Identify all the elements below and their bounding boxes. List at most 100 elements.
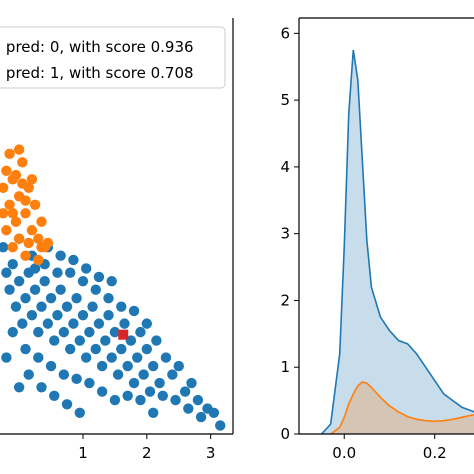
scatter-point-series-0 [148, 407, 159, 418]
scatter-point-series-0 [45, 360, 57, 372]
scatter-point-series-0 [112, 369, 124, 380]
scatter-point-series-0 [119, 318, 130, 329]
scatter-point-series-1 [1, 225, 12, 236]
scatter-point-series-1 [4, 199, 15, 210]
scatter-points [0, 144, 226, 431]
scatter-point-series-0 [36, 301, 47, 312]
scatter-point-series-1 [0, 208, 9, 219]
scatter-point-series-0 [55, 250, 66, 261]
scatter-point-series-0 [65, 343, 76, 355]
scatter-point-series-1 [10, 169, 22, 181]
scatter-point-series-0 [45, 292, 57, 304]
scatter-point-series-0 [20, 343, 31, 355]
density-fill-series-0 [321, 50, 474, 434]
scatter-point-series-1 [13, 233, 25, 244]
scatter-point-series-0 [0, 242, 9, 253]
scatter-point-series-1 [20, 250, 31, 261]
scatter-point-series-0 [7, 259, 18, 270]
scatter-point-series-0 [29, 263, 41, 274]
scatter-point-series-0 [1, 267, 12, 278]
legend-entry-0: l pred: 0, with score 0.936 [0, 38, 194, 56]
density-y-tick-label: 0 [280, 425, 290, 443]
scatter-point-series-0 [20, 292, 31, 304]
scatter-point-series-1 [20, 208, 31, 219]
scatter-point-series-0 [68, 318, 79, 329]
scatter-point-series-0 [116, 301, 127, 312]
scatter-point-series-0 [179, 386, 191, 397]
scatter-point-series-0 [109, 394, 121, 406]
scatter-point-series-0 [167, 369, 178, 380]
scatter-point-series-1 [13, 144, 25, 155]
scatter-point-series-0 [77, 275, 89, 287]
scatter-point-series-1 [7, 208, 18, 219]
scatter-point-series-0 [58, 369, 70, 380]
scatter-point-series-0 [135, 394, 146, 406]
density-y-tick-label: 2 [280, 291, 290, 309]
scatter-point-series-0 [17, 318, 28, 329]
scatter-x-tick-label: 2 [142, 444, 152, 462]
scatter-legend: l pred: 0, with score 0.936 l pred: 1, w… [0, 26, 226, 89]
scatter-point-series-1 [26, 225, 38, 236]
scatter-point-series-0 [52, 309, 63, 321]
density-y-tick-label: 4 [280, 158, 290, 176]
scatter-point-series-0 [84, 377, 95, 389]
scatter-point-series-1 [10, 216, 22, 227]
scatter-point-series-1 [33, 254, 44, 266]
scatter-point-series-0 [192, 394, 204, 406]
density-x-tick-label: 0.0 [332, 444, 356, 462]
scatter-point-series-0 [144, 386, 156, 397]
scatter-point-series-1 [36, 242, 47, 253]
scatter-point-series-0 [141, 318, 153, 329]
scatter-point-series-0 [215, 420, 226, 431]
scatter-point-series-0 [208, 407, 220, 418]
density-line-series-0 [321, 49, 474, 435]
scatter-point-series-0 [71, 373, 82, 385]
scatter-point-series-0 [128, 305, 140, 317]
scatter-point-series-0 [148, 360, 159, 372]
scatter-point-series-0 [33, 326, 44, 338]
scatter-point-series-0 [96, 360, 108, 372]
scatter-point-series-0 [109, 326, 121, 338]
scatter-point-series-0 [61, 301, 73, 312]
scatter-point-series-0 [90, 284, 101, 295]
scatter-point-series-0 [116, 343, 127, 355]
scatter-point-series-0 [10, 301, 22, 312]
scatter-query-point [118, 329, 129, 340]
scatter-point-series-0 [173, 360, 184, 372]
scatter-point-series-1 [20, 195, 31, 206]
density-line-series-1 [330, 381, 474, 435]
scatter-point-series-0 [84, 326, 95, 338]
scatter-point-series-0 [26, 309, 38, 321]
scatter-point-series-1 [17, 178, 28, 189]
scatter-point-series-0 [93, 271, 105, 283]
scatter-point-series-0 [13, 382, 25, 393]
scatter-point-series-0 [33, 352, 44, 363]
scatter-point-series-0 [55, 284, 66, 295]
scatter-point-series-0 [135, 326, 146, 338]
scatter-point-series-0 [138, 369, 149, 380]
scatter-point-series-0 [65, 267, 76, 278]
density-y-tick-label: 1 [280, 358, 290, 376]
scatter-x-tick-label: 1 [78, 444, 88, 462]
scatter-point-series-1 [33, 233, 44, 244]
scatter-point-series-0 [23, 369, 34, 380]
scatter-point-series-0 [80, 352, 92, 363]
scatter-point-series-0 [151, 335, 162, 346]
scatter-point-series-1 [26, 174, 38, 185]
scatter-x-tick-label: 3 [206, 444, 216, 462]
scatter-point-series-0 [122, 390, 133, 401]
scatter-point-series-0 [170, 394, 181, 406]
density-fill-series-1 [330, 381, 474, 434]
density-y-ticks: 0 1 2 3 4 5 6 [280, 24, 299, 443]
scatter-point-series-0 [58, 326, 70, 338]
scatter-point-series-1 [29, 199, 41, 210]
scatter-point-series-1 [36, 216, 47, 227]
scatter-point-series-0 [186, 377, 197, 389]
scatter-point-series-0 [29, 284, 41, 295]
scatter-point-series-0 [49, 335, 60, 346]
scatter-point-series-0 [132, 352, 143, 363]
density-x-ticks: 0.0 0.2 [332, 434, 447, 462]
scatter-point-series-0 [128, 377, 140, 389]
scatter-point-series-0 [93, 318, 105, 329]
